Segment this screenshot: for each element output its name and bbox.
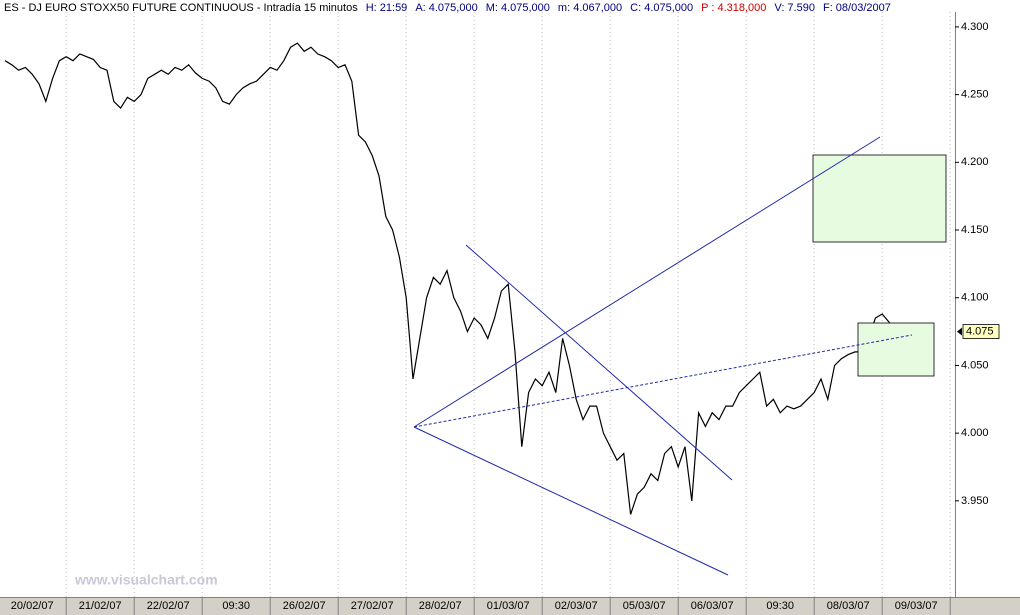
x-tick-label: 08/03/07 bbox=[827, 600, 870, 612]
header-info: P : 4.318,000 bbox=[701, 2, 766, 14]
x-tick-label: 27/02/07 bbox=[351, 600, 394, 612]
last-price-pointer bbox=[957, 327, 962, 336]
header-info: C: 4.075,000 bbox=[630, 2, 693, 14]
target-zone bbox=[812, 154, 947, 243]
last-price-box bbox=[962, 324, 1000, 339]
x-tick-label: 28/02/07 bbox=[419, 600, 462, 612]
y-tick-label: 4.250 bbox=[961, 89, 989, 101]
x-tick-label: 22/02/07 bbox=[147, 600, 190, 612]
header-info: m: 4.067,000 bbox=[558, 2, 622, 14]
x-axis-band bbox=[0, 597, 1020, 615]
x-tick-label: 09:30 bbox=[222, 600, 250, 612]
trendline bbox=[413, 426, 729, 576]
y-tick-label: 4.200 bbox=[961, 156, 989, 168]
plot-area bbox=[4, 12, 951, 597]
chart-title: ES - DJ EURO STOXX50 FUTURE CONTINUOUS -… bbox=[4, 2, 358, 14]
watermark: www.visualchart.com bbox=[74, 572, 218, 588]
header-info: A: 4.075,000 bbox=[415, 2, 477, 14]
x-tick-label: 21/02/07 bbox=[79, 600, 122, 612]
header-info: H: 21:59 bbox=[366, 2, 408, 14]
x-tick-label: 26/02/07 bbox=[283, 600, 326, 612]
price-line bbox=[4, 42, 897, 515]
y-tick-label: 3.950 bbox=[961, 495, 989, 507]
header-info: F: 08/03/2007 bbox=[823, 2, 891, 14]
trendline bbox=[413, 136, 881, 428]
y-tick-label: 4.100 bbox=[961, 292, 989, 304]
target-zone bbox=[857, 322, 935, 377]
header-info: V: 7.590 bbox=[774, 2, 815, 14]
trendline bbox=[413, 334, 913, 428]
x-tick-label: 06/03/07 bbox=[691, 600, 734, 612]
x-tick-label: 05/03/07 bbox=[623, 600, 666, 612]
y-tick-label: 4.000 bbox=[961, 427, 989, 439]
x-tick-label: 02/03/07 bbox=[555, 600, 598, 612]
y-tick-label: 4.050 bbox=[961, 359, 989, 371]
x-tick-label: 01/03/07 bbox=[487, 600, 530, 612]
trendline bbox=[465, 244, 733, 481]
header-info: M: 4.075,000 bbox=[486, 2, 550, 14]
y-tick-label: 4.150 bbox=[961, 224, 989, 236]
last-price-label: 4.075 bbox=[966, 325, 994, 337]
x-tick-label: 09/03/07 bbox=[895, 600, 938, 612]
x-tick-label: 09:30 bbox=[766, 600, 794, 612]
x-tick-label: 20/02/07 bbox=[11, 600, 54, 612]
y-tick-label: 4.300 bbox=[961, 21, 989, 33]
